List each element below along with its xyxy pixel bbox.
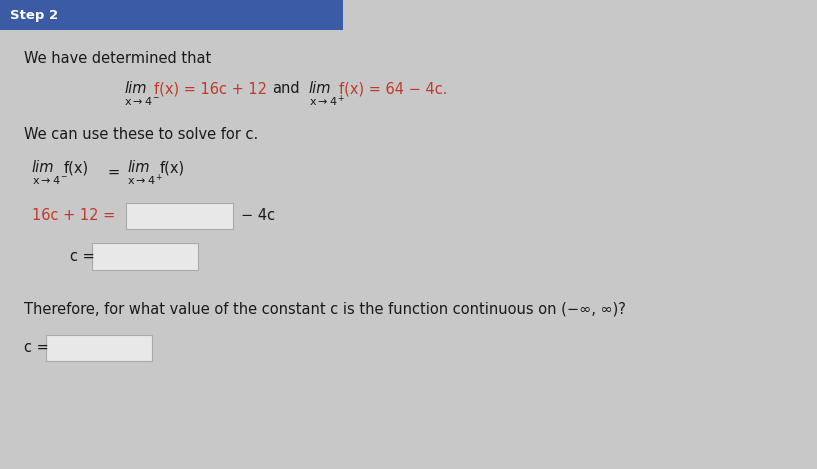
Text: Step 2: Step 2 xyxy=(10,9,58,22)
Text: f(x): f(x) xyxy=(64,160,89,175)
Text: lim: lim xyxy=(32,160,54,175)
Text: c =: c = xyxy=(69,249,94,264)
Text: f(x) = 16c + 12: f(x) = 16c + 12 xyxy=(154,81,267,96)
Text: − 4c: − 4c xyxy=(241,208,275,223)
Text: Therefore, for what value of the constant c is the function continuous on (−∞, ∞: Therefore, for what value of the constan… xyxy=(24,302,626,317)
FancyBboxPatch shape xyxy=(0,0,343,30)
Text: c =: c = xyxy=(24,340,48,356)
Text: We can use these to solve for c.: We can use these to solve for c. xyxy=(24,127,258,142)
Text: f(x) = 64 − 4c.: f(x) = 64 − 4c. xyxy=(339,81,447,96)
FancyBboxPatch shape xyxy=(92,243,199,270)
Text: lim: lim xyxy=(309,81,332,96)
Text: 16c + 12 =: 16c + 12 = xyxy=(32,208,115,223)
Text: x$\rightarrow$4$^+$: x$\rightarrow$4$^+$ xyxy=(127,173,164,188)
Text: lim: lim xyxy=(127,160,150,175)
FancyBboxPatch shape xyxy=(46,335,152,361)
Text: x$\rightarrow$4$^+$: x$\rightarrow$4$^+$ xyxy=(309,93,346,108)
Text: We have determined that: We have determined that xyxy=(24,51,211,66)
Text: and: and xyxy=(272,81,300,96)
Text: x$\rightarrow$4$^-$: x$\rightarrow$4$^-$ xyxy=(124,95,161,107)
Text: =: = xyxy=(108,165,119,180)
Text: x$\rightarrow$4$^-$: x$\rightarrow$4$^-$ xyxy=(32,174,69,186)
FancyBboxPatch shape xyxy=(127,203,233,229)
Text: lim: lim xyxy=(124,81,147,96)
Text: f(x): f(x) xyxy=(159,160,185,175)
